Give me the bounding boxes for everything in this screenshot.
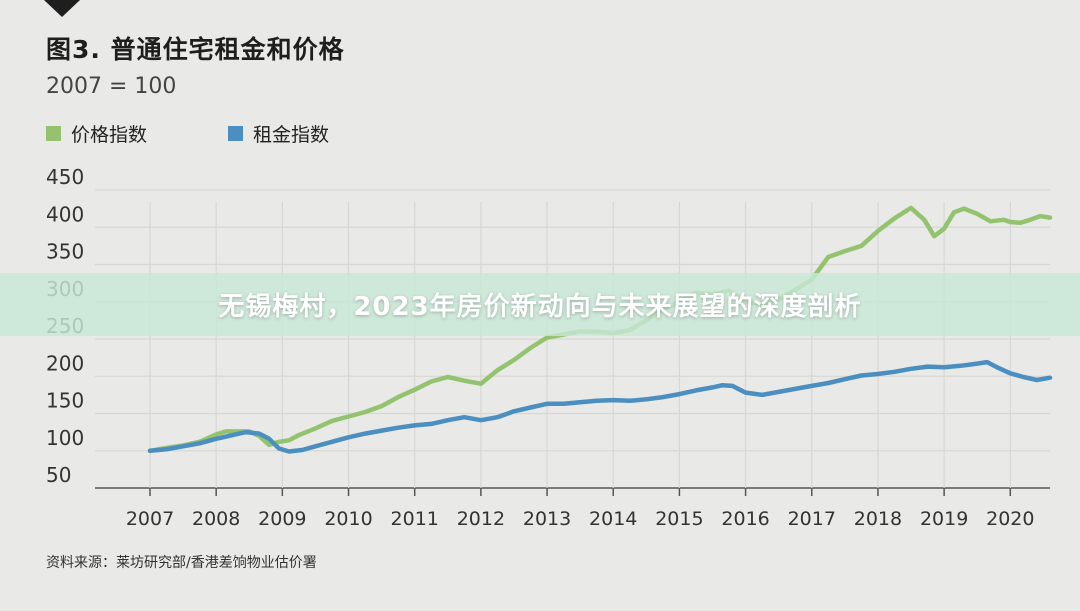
y-tick-label-450: 450 [46, 165, 84, 189]
y-tick-label-50: 50 [46, 463, 71, 487]
legend-item-rent-index: 租金指数 [228, 120, 329, 147]
x-tick-label-2016: 2016 [721, 508, 769, 530]
series-line-rent-index [147, 359, 1053, 454]
legend-label-price: 价格指数 [71, 124, 148, 146]
y-tick-label-400: 400 [46, 202, 84, 226]
x-tick-label-2009: 2009 [258, 508, 306, 530]
x-tick-label-2020: 2020 [986, 508, 1034, 530]
corner-triangle-mark [44, 0, 80, 17]
legend-label-rent: 租金指数 [253, 124, 330, 146]
y-tick-label-150: 150 [46, 389, 84, 413]
x-tick-label-2018: 2018 [854, 508, 902, 530]
y-tick-label-200: 200 [46, 351, 84, 375]
x-tick-label-2015: 2015 [655, 508, 703, 530]
x-tick-label-2014: 2014 [589, 508, 637, 530]
x-tick-label-2008: 2008 [192, 508, 240, 530]
legend-item-price-index: 价格指数 [46, 120, 147, 147]
x-tick-label-2017: 2017 [788, 508, 836, 530]
x-tick-label-2007: 2007 [126, 508, 174, 530]
x-tick-label-2013: 2013 [523, 508, 571, 530]
overlay-banner: 无锡梅村，2023年房价新动向与未来展望的深度剖析 [0, 273, 1080, 336]
chart-subtitle: 2007 = 100 [46, 74, 177, 99]
x-tick-label-2010: 2010 [324, 508, 372, 530]
chart-title: 图3. 普通住宅租金和价格 [46, 35, 345, 64]
overlay-title: 无锡梅村，2023年房价新动向与未来展望的深度剖析 [218, 292, 862, 322]
grid-lines [95, 189, 1050, 496]
legend-swatch-price [46, 126, 61, 141]
y-tick-label-100: 100 [46, 426, 84, 450]
x-axis-ticks: 2007 2008 2009 2010 2011 2012 2013 2014 2015 2016… [126, 508, 1035, 530]
legend-swatch-rent [228, 126, 243, 141]
source-note: 资料来源：莱坊研究部/香港差饷物业估价署 [46, 555, 317, 571]
x-tick-label-2012: 2012 [457, 508, 505, 530]
x-tick-label-2011: 2011 [391, 508, 439, 530]
y-tick-label-350: 350 [46, 240, 84, 264]
x-tick-label-2019: 2019 [920, 508, 968, 530]
